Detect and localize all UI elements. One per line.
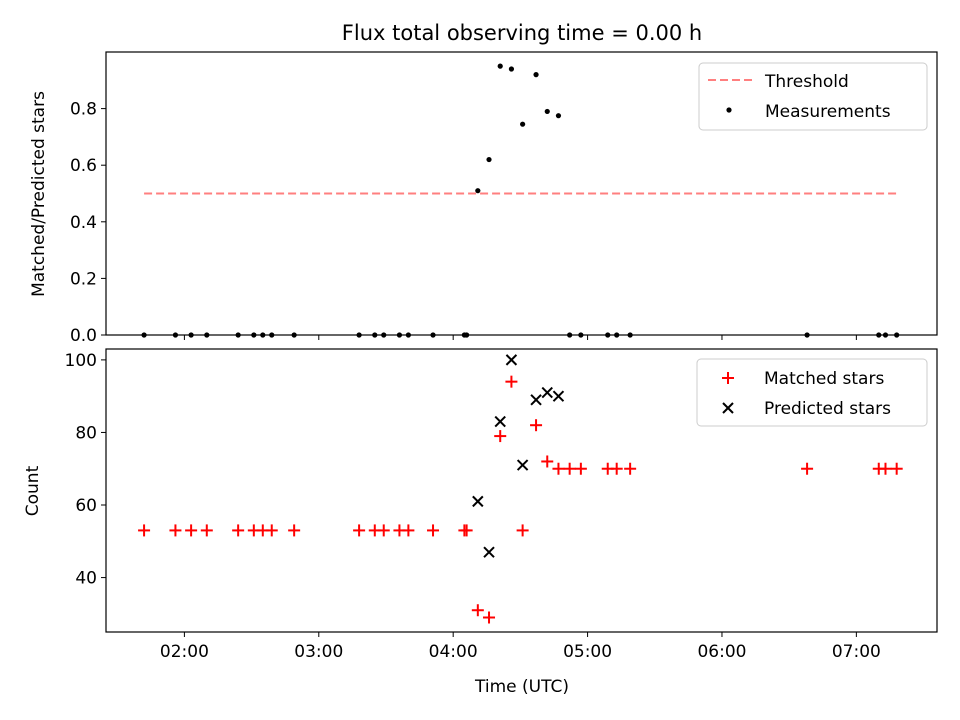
ratio-panel: Matched/Predicted stars 0.00.20.40.60.8 … — [29, 51, 938, 346]
legend-matched-swatch — [722, 372, 734, 384]
matched-star-point — [574, 462, 587, 475]
legend-matched-label: Matched stars — [764, 369, 884, 389]
matched-star-point — [138, 524, 151, 537]
ratio-y-tick-label: 0.0 — [70, 326, 97, 346]
ratio-x-ticks — [183, 335, 857, 340]
matched-star-point — [288, 524, 301, 537]
count-y-tick-label: 40 — [75, 569, 97, 589]
measurement-point — [486, 156, 492, 163]
ratio-y-tick-label: 0.8 — [70, 100, 97, 120]
matched-star-point — [377, 524, 390, 537]
count-legend-box — [696, 358, 928, 427]
matched-star-point — [460, 524, 473, 537]
count-plot-frame — [105, 348, 938, 633]
matched-star-point — [624, 462, 637, 475]
ratio-y-tick-label: 0.4 — [70, 213, 97, 233]
predicted-star-point — [541, 386, 553, 399]
matched-star-point — [552, 462, 565, 475]
predicted-star-point — [483, 546, 495, 558]
count-y-tick-label: 80 — [75, 423, 97, 443]
matched-star-point — [402, 524, 415, 537]
ratio-y-ticks: 0.0 0.2 0.4 0.6 0.8 — [70, 100, 106, 346]
matched-star-point — [505, 375, 518, 388]
count-x-tick-label: 04:00 — [429, 642, 478, 662]
matched-star-point — [516, 524, 529, 537]
ratio-y-tick-label: 0.2 — [70, 269, 97, 289]
predicted-star-point — [552, 390, 565, 402]
count-x-tick-label: 06:00 — [697, 642, 746, 662]
count-x-tick-label: 03:00 — [294, 642, 343, 662]
matched-star-point — [200, 524, 213, 537]
matched-star-point — [265, 524, 278, 537]
measurement-point — [508, 66, 515, 72]
count-x-tick-label: 05:00 — [563, 642, 612, 662]
matched-star-point — [494, 430, 507, 443]
count-y-tick-label: 60 — [75, 496, 97, 516]
matched-star-point — [879, 462, 892, 475]
matched-star-point — [471, 604, 484, 617]
matched-star-point — [890, 462, 903, 475]
ratio-legend: Threshold Measurements — [698, 62, 928, 131]
ratio-y-tick-label: 0.6 — [70, 156, 97, 176]
count-x-tick-label: 07:00 — [832, 642, 881, 662]
matched-star-point — [610, 462, 623, 475]
count-y-ticks: 40 60 80 100 — [65, 351, 106, 589]
chart-title: Flux total observing time = 0.00 h — [342, 21, 702, 45]
matched-star-point — [185, 524, 198, 537]
matched-star-point — [541, 455, 554, 468]
predicted-star-point — [494, 415, 506, 428]
legend-predicted-label: Predicted stars — [764, 399, 891, 419]
predicted-star-point — [472, 495, 484, 508]
count-x-axis-label: Time (UTC) — [474, 677, 569, 697]
matched-star-point — [353, 524, 366, 537]
measurement-point — [533, 72, 539, 78]
legend-threshold-label: Threshold — [764, 72, 849, 92]
count-x-ticks: 02:00 03:00 04:00 05:00 06:00 07:00 — [160, 632, 881, 662]
matched-star-point — [801, 462, 814, 475]
legend-measurement-swatch — [726, 107, 732, 113]
matched-star-point — [169, 524, 182, 537]
matched-star-point — [563, 462, 576, 475]
count-panel: Count Time (UTC) 40 60 80 100 02:00 03:00 04:… — [23, 348, 938, 697]
count-points — [138, 354, 903, 624]
matched-star-point — [427, 524, 440, 537]
predicted-star-point — [516, 459, 529, 471]
ratio-y-axis-label: Matched/Predicted stars — [29, 91, 49, 297]
count-x-tick-label: 02:00 — [160, 642, 209, 662]
legend-measurement-label: Measurements — [765, 102, 891, 122]
matched-star-point — [232, 524, 245, 537]
matched-star-point — [530, 419, 543, 432]
measurement-point — [475, 188, 481, 194]
count-legend: Matched stars Predicted stars — [696, 358, 928, 427]
count-y-axis-label: Count — [23, 465, 43, 516]
legend-predicted-swatch — [722, 402, 734, 414]
matched-star-point — [483, 611, 496, 624]
ratio-plot-frame — [105, 51, 938, 336]
measurement-point — [555, 113, 562, 119]
count-y-tick-label: 100 — [65, 351, 97, 371]
measurement-point — [520, 121, 526, 127]
predicted-star-point — [530, 394, 542, 406]
ratio-legend-box — [698, 62, 928, 131]
predicted-star-point — [505, 354, 518, 366]
measurement-point — [544, 108, 550, 115]
measurement-point — [497, 63, 503, 69]
